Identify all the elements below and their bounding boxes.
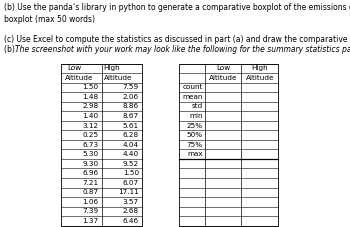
- Text: 7.59: 7.59: [123, 84, 139, 90]
- Text: 50%: 50%: [187, 132, 203, 138]
- Text: Altitude: Altitude: [104, 75, 132, 81]
- Text: 6.28: 6.28: [123, 132, 139, 138]
- Text: (b).: (b).: [4, 45, 19, 54]
- Text: 5.30: 5.30: [83, 151, 99, 157]
- Text: 4.40: 4.40: [123, 151, 139, 157]
- Text: 1.40: 1.40: [83, 113, 99, 119]
- Text: The screenshot with your work may look like the following for the summary statis: The screenshot with your work may look l…: [15, 45, 350, 54]
- Text: 0.87: 0.87: [83, 189, 99, 195]
- Text: min: min: [189, 113, 203, 119]
- Text: 2.98: 2.98: [83, 104, 99, 109]
- Text: 2.06: 2.06: [123, 94, 139, 100]
- Text: Low: Low: [67, 65, 82, 71]
- Text: 75%: 75%: [187, 142, 203, 148]
- Text: 6.96: 6.96: [83, 170, 99, 176]
- Text: 3.57: 3.57: [123, 199, 139, 205]
- Text: 1.37: 1.37: [83, 218, 99, 224]
- Text: 6.73: 6.73: [83, 142, 99, 148]
- Text: (c) Use Excel to compute the statistics as discussed in part (a) and draw the co: (c) Use Excel to compute the statistics …: [4, 35, 350, 44]
- Text: Altitude: Altitude: [246, 75, 274, 81]
- Text: 1.06: 1.06: [83, 199, 99, 205]
- Text: 17.11: 17.11: [118, 189, 139, 195]
- Text: 25%: 25%: [187, 123, 203, 128]
- Text: (b) Use the panda’s library in python to generate a comparative boxplot of the e: (b) Use the panda’s library in python to…: [4, 3, 350, 24]
- Text: 7.39: 7.39: [83, 208, 99, 214]
- Text: 4.04: 4.04: [123, 142, 139, 148]
- Text: 7.21: 7.21: [83, 180, 99, 186]
- Text: 6.46: 6.46: [123, 218, 139, 224]
- Text: 8.67: 8.67: [123, 113, 139, 119]
- Text: 2.68: 2.68: [123, 208, 139, 214]
- Text: count: count: [183, 84, 203, 90]
- Text: 3.12: 3.12: [83, 123, 99, 128]
- Text: max: max: [187, 151, 203, 157]
- Text: Low: Low: [216, 65, 230, 71]
- Text: High: High: [252, 65, 268, 71]
- Text: Altitude: Altitude: [65, 75, 94, 81]
- Text: 9.52: 9.52: [123, 161, 139, 167]
- Text: std: std: [192, 104, 203, 109]
- Text: 1.50: 1.50: [83, 84, 99, 90]
- Text: 9.30: 9.30: [83, 161, 99, 167]
- Text: High: High: [104, 65, 120, 71]
- Bar: [178, 64, 278, 226]
- Text: 0.25: 0.25: [83, 132, 99, 138]
- Text: Altitude: Altitude: [209, 75, 237, 81]
- Text: 6.07: 6.07: [123, 180, 139, 186]
- Text: 8.86: 8.86: [123, 104, 139, 109]
- Text: mean: mean: [183, 94, 203, 100]
- Bar: [61, 64, 142, 226]
- Text: 1.48: 1.48: [83, 94, 99, 100]
- Text: 1.50: 1.50: [123, 170, 139, 176]
- Text: 5.61: 5.61: [123, 123, 139, 128]
